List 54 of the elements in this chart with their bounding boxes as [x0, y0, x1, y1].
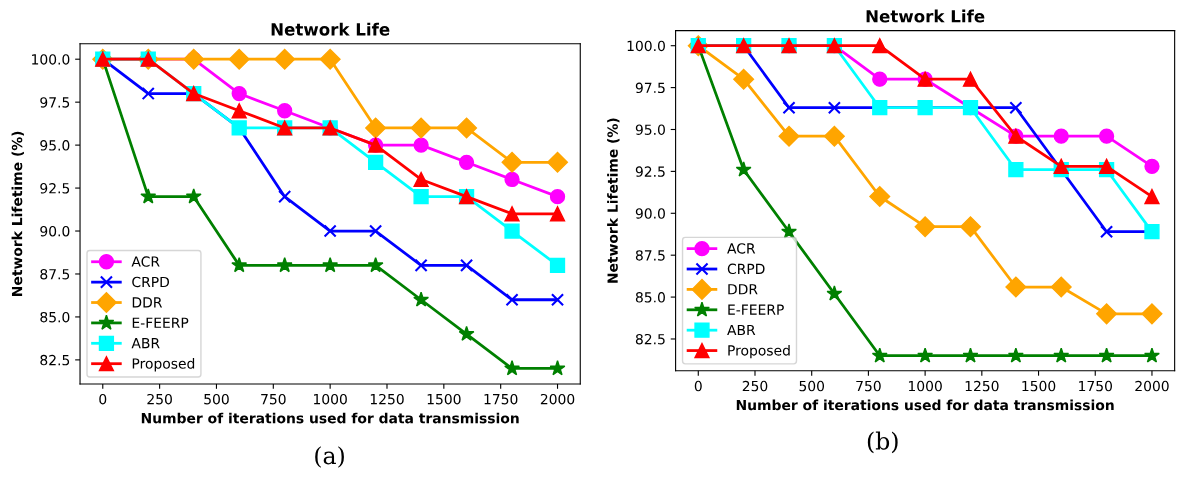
text: (b)	[867, 431, 898, 454]
x-tick-label: 500	[204, 393, 229, 405]
x-tick-label: 750	[856, 380, 881, 392]
x-tick-label: 1500	[427, 393, 461, 405]
x-tick-label: 1000	[908, 380, 942, 392]
chart-title: Network Life	[866, 9, 985, 23]
x-tick-label: 250	[742, 380, 768, 392]
legend-label: ABR	[727, 324, 756, 336]
legend-label: CRPD	[132, 276, 170, 288]
y-tick-label: 97.5	[40, 97, 70, 108]
legend-label: ABR	[131, 338, 160, 349]
legend-label: DDR	[728, 284, 758, 295]
x-tick-label: 2000	[540, 393, 575, 405]
x-tick-label: 1500	[1022, 380, 1056, 392]
y-tick-label: 87.5	[40, 268, 70, 280]
legend-label: E-FEERP	[728, 304, 784, 315]
y-tick-label: 85.0	[635, 292, 665, 303]
y-tick-label: 87.5	[635, 250, 665, 261]
y-tick-label: 82.5	[635, 333, 665, 345]
x-tick-label: 250	[147, 393, 172, 405]
y-tick-label: 82.5	[40, 354, 70, 366]
y-tick-label: 95.0	[40, 140, 70, 151]
y-axis-title: Network Lifetime (%)	[11, 131, 24, 296]
legend-label: E-FEERP	[132, 317, 189, 328]
y-tick-label: 97.5	[635, 82, 665, 94]
x-tick-label: 0	[694, 380, 702, 392]
y-tick-label: 92.5	[40, 183, 70, 194]
x-tick-label: 2000	[1135, 380, 1169, 392]
legend-label: Proposed	[728, 344, 790, 359]
x-tick-label: 1750	[484, 393, 518, 405]
x-tick-label: 500	[799, 380, 825, 392]
x-tick-label: 1250	[965, 380, 999, 392]
x-axis-title: Number of iterations used for data transmission	[141, 412, 519, 424]
x-tick-label: 750	[261, 393, 286, 405]
legend-label: Proposed	[132, 358, 195, 372]
chart-title: Network Life	[271, 22, 390, 36]
x-axis-title: Number of iterations used for data transmission	[736, 399, 1114, 411]
y-tick-label: 92.5	[635, 166, 665, 177]
x-tick-label: 1250	[370, 393, 404, 405]
y-tick-label: 85.0	[40, 311, 70, 323]
y-axis-title: Network Lifetime (%)	[607, 118, 620, 283]
y-tick-label: 95.0	[635, 124, 665, 135]
text: (a)	[315, 446, 344, 468]
x-tick-label: 0	[99, 393, 107, 405]
legend-label: ACR	[727, 243, 756, 254]
x-tick-label: 1000	[314, 393, 347, 405]
y-tick-label: 90.0	[635, 208, 665, 219]
legend-label: CRPD	[727, 263, 765, 275]
x-tick-label: 1750	[1079, 380, 1112, 392]
y-tick-label: 100.0	[627, 40, 665, 52]
legend-label: DDR	[132, 297, 163, 308]
y-tick-label: 90.0	[40, 225, 70, 237]
legend-label: ACR	[131, 256, 160, 267]
y-tick-label: 100.0	[32, 54, 70, 65]
